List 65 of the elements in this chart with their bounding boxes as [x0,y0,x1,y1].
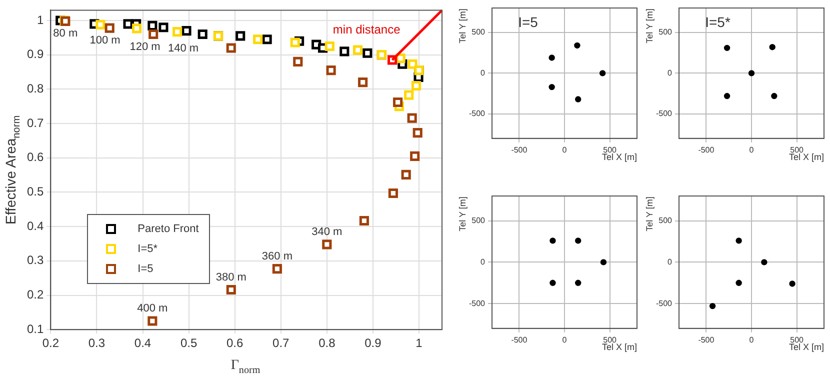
x-tick-label: 0.7 [272,336,290,350]
annotation: I=5 [518,14,538,30]
x-tick-label: 0 [749,335,754,344]
legend-label: I=5* [138,242,158,255]
y-tick-label: 500 [472,216,486,226]
x-tick-label: 1 [416,336,423,350]
x-tick-label: 0.9 [364,336,382,350]
annotation: min distance [332,22,401,36]
y-tick-label: 0.9 [26,47,44,62]
y-tick-label: 0.5 [26,184,44,199]
y-axis-title: Tel Y [m] [644,196,654,231]
annotation: 80 m [53,28,78,40]
y-tick-label: 0 [480,68,486,78]
annotation: 120 m [130,40,160,53]
annotation: 100 m [90,34,120,47]
x-tick-label: 0 [749,145,754,154]
x-tick-label: 0.5 [180,336,198,350]
x-tick-label: -500 [698,145,715,154]
x-tick-label: 500 [603,145,618,154]
x-axis-title: Tel X [m] [602,342,638,352]
y-tick-label: 500 [658,28,673,37]
x-tick-label: 500 [790,335,804,344]
x-tick-label: 500 [603,335,618,344]
annotation: 360 m [262,250,292,262]
y-tick-label: 0.3 [26,253,44,268]
y-tick-label: 0 [480,257,486,266]
y-tick-label: -500 [468,109,486,118]
x-axis-title: Tel X [m] [789,152,824,162]
annotation: 140 m [168,42,199,54]
y-axis-title: Tel Y [m] [644,8,654,43]
x-tick-label: 0.8 [318,336,336,350]
y-axis-title: Tel Y [m] [456,8,467,43]
x-axis-title: Tel X [m] [789,342,824,352]
y-axis-title: Tel Y [m] [456,196,467,231]
x-tick-label: 0.3 [88,336,106,350]
y-tick-label: -500 [656,109,673,118]
x-tick-label: 0.4 [134,336,152,350]
y-tick-label: 0.8 [26,82,44,96]
legend-label: Pareto Front [138,222,199,235]
annotation: 340 m [312,226,342,238]
y-tick-label: 0 [668,68,673,78]
legend-label: I=5 [138,262,154,275]
y-tick-label: 0 [668,257,673,266]
annotation: 400 m [137,302,168,315]
x-tick-label: 0 [562,145,568,154]
y-tick-label: 0.1 [26,322,44,336]
y-tick-label: -500 [656,298,673,308]
x-tick-label: -500 [511,145,528,154]
x-tick-label: 0.6 [226,336,244,350]
x-tick-label: -500 [698,335,715,344]
y-tick-label: 0.2 [26,288,44,302]
y-tick-label: 500 [472,28,486,37]
y-tick-label: 500 [658,216,673,226]
annotation: 380 m [216,271,246,284]
y-tick-label: -500 [468,298,486,308]
x-tick-label: 0.2 [42,336,60,350]
y-tick-label: 1 [36,12,44,27]
y-tick-label: 0.4 [26,218,44,233]
annotation: I=5* [705,14,731,30]
x-tick-label: 500 [790,145,804,154]
x-tick-label: -500 [511,335,528,344]
x-axis-title: Γ$_{norm}$ [230,358,260,376]
x-axis-title: Tel X [m] [602,152,638,162]
x-tick-label: 0 [562,335,568,344]
y-tick-label: 0.7 [26,116,44,130]
